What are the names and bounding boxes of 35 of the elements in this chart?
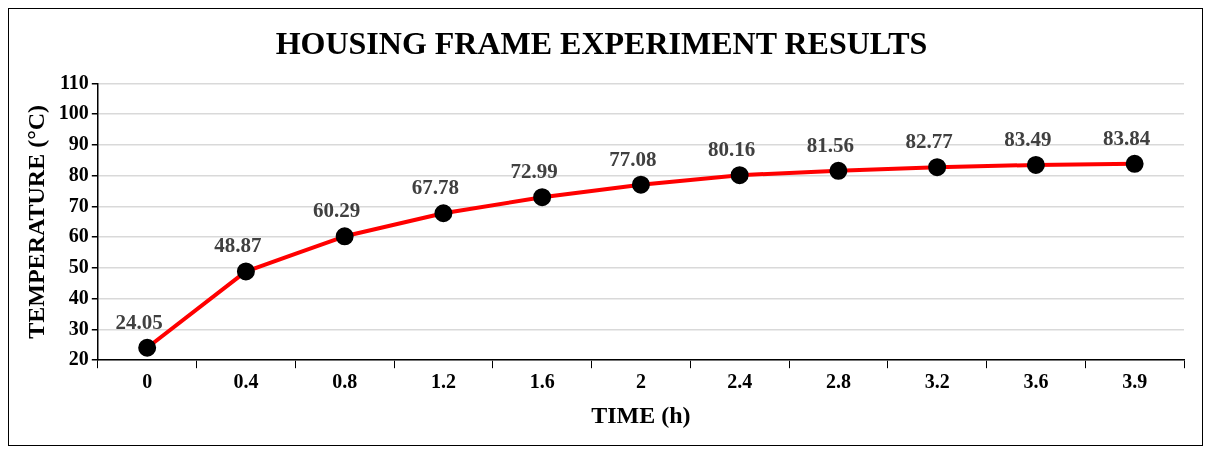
x-tick-label: 0 bbox=[142, 370, 153, 393]
y-tick-label: 80 bbox=[68, 162, 89, 185]
data-label: 48.87 bbox=[214, 233, 262, 258]
x-tick-label: 0.8 bbox=[332, 370, 358, 393]
y-tick-label: 40 bbox=[68, 285, 89, 308]
x-tick-label: 2.4 bbox=[727, 370, 753, 393]
x-axis-title: TIME (h) bbox=[591, 401, 691, 428]
data-label: 60.29 bbox=[313, 198, 361, 223]
y-tick-label: 60 bbox=[68, 224, 89, 247]
data-label: 77.08 bbox=[609, 146, 657, 171]
data-label: 67.78 bbox=[411, 175, 460, 200]
x-tick-label: 3.6 bbox=[1023, 370, 1049, 393]
y-tick-label: 30 bbox=[68, 316, 89, 339]
x-tick-label: 2 bbox=[635, 370, 646, 393]
y-tick-label: 90 bbox=[68, 132, 89, 155]
data-label: 83.49 bbox=[1004, 126, 1052, 151]
y-tick-label: 100 bbox=[58, 101, 89, 124]
data-label: 81.56 bbox=[806, 132, 855, 157]
data-label: 24.05 bbox=[115, 309, 163, 334]
x-tick-label: 0.4 bbox=[233, 370, 259, 393]
y-tick-label: 70 bbox=[68, 193, 89, 216]
x-tick-label: 3.2 bbox=[924, 370, 950, 393]
x-tick-label: 3.9 bbox=[1122, 370, 1148, 393]
y-tick-label: 20 bbox=[68, 347, 89, 370]
y-tick-label: 110 bbox=[59, 70, 89, 93]
y-tick-label: 50 bbox=[68, 255, 89, 278]
data-label: 82.77 bbox=[905, 129, 953, 154]
x-tick-label: 2.8 bbox=[825, 370, 851, 393]
chart-title: HOUSING FRAME EXPERIMENT RESULTS bbox=[275, 25, 928, 62]
data-label: 80.16 bbox=[708, 137, 756, 162]
x-tick-label: 1.6 bbox=[529, 370, 555, 393]
data-label: 72.99 bbox=[510, 159, 558, 184]
data-label: 83.84 bbox=[1103, 125, 1151, 150]
x-tick-label: 1.2 bbox=[430, 370, 456, 393]
y-axis-title: TEMPERATURE (°C) bbox=[22, 104, 49, 339]
